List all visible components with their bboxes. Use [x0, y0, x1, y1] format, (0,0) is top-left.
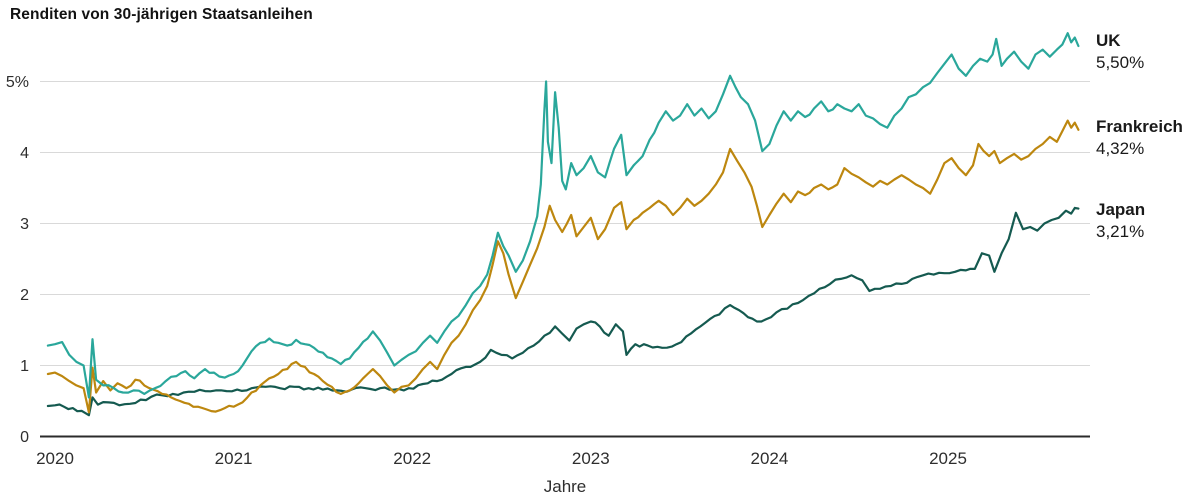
x-axis-label: Jahre — [543, 477, 587, 496]
legend-item-frankreich: Frankreich 4,32% — [1096, 116, 1183, 160]
x-tick-label-2023: 2023 — [572, 449, 610, 468]
legend-label-uk: UK — [1096, 31, 1121, 50]
legend-value-frankreich: 4,32% — [1096, 139, 1145, 158]
series-line-frankreich — [46, 119, 1080, 414]
x-tick-label-2025: 2025 — [929, 449, 967, 468]
x-tick-label-2022: 2022 — [393, 449, 431, 468]
legend-label-japan: Japan — [1096, 200, 1146, 219]
legend-item-uk: UK 5,50% — [1096, 30, 1144, 74]
y-tick-label-5: 5% — [6, 74, 29, 91]
chart-title: Renditen von 30-jährigen Staatsanleihen — [10, 6, 313, 23]
x-tick-label-2020: 2020 — [36, 449, 74, 468]
x-tick-label-2021: 2021 — [215, 449, 253, 468]
y-tick-label-4: 4 — [20, 145, 29, 162]
x-tick-label-2024: 2024 — [750, 449, 788, 468]
y-tick-label-1: 1 — [20, 358, 29, 375]
legend-label-frankreich: Frankreich — [1096, 117, 1183, 136]
legend-value-japan: 3,21% — [1096, 222, 1145, 241]
legend-item-japan: Japan 3,21% — [1096, 199, 1145, 243]
series-line-uk — [46, 32, 1080, 399]
y-tick-label-0: 0 — [20, 429, 29, 446]
y-tick-label-2: 2 — [20, 287, 29, 304]
series-line-japan — [46, 206, 1080, 417]
legend-value-uk: 5,50% — [1096, 53, 1145, 72]
y-tick-label-3: 3 — [20, 216, 29, 233]
